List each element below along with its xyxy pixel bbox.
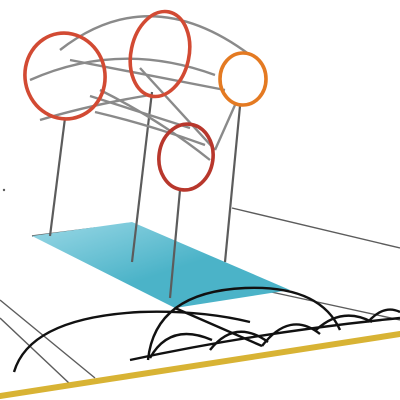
ground-line-right-back <box>232 208 400 248</box>
rings <box>18 6 266 194</box>
post-right <box>225 106 240 262</box>
small-dot <box>3 189 5 191</box>
post-left <box>50 118 65 236</box>
ring-left <box>18 27 112 126</box>
water-pool <box>32 222 290 308</box>
arch-top-curve <box>60 16 250 55</box>
ground-line-left <box>0 300 95 378</box>
gold-edge-band <box>0 334 400 396</box>
ring-right <box>220 53 266 105</box>
beam-right-drop <box>215 105 235 150</box>
arc-front-2 <box>210 332 268 350</box>
